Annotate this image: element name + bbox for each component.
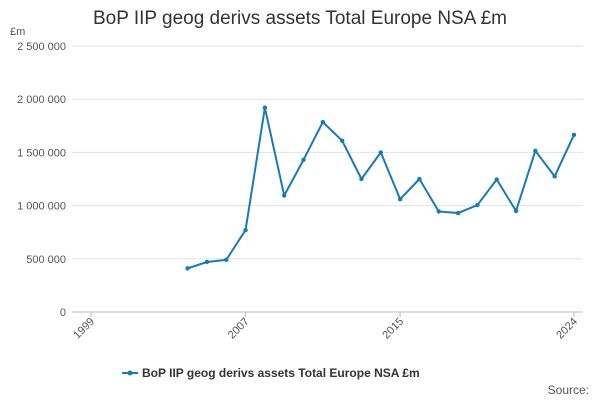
source-label: Source:: [548, 383, 589, 397]
data-point: [397, 197, 403, 202]
x-tick-label: 2007: [226, 316, 252, 342]
data-point: [552, 174, 557, 179]
data-point: [436, 209, 441, 214]
data-point: [359, 176, 364, 182]
y-tick-label: 2 500 000: [17, 41, 66, 53]
y-tick-label: 1 500 000: [17, 147, 66, 159]
x-tick-label: 2015: [380, 316, 406, 342]
data-point: [455, 210, 461, 216]
data-point: [378, 150, 383, 155]
data-point: [262, 105, 268, 110]
data-point: [533, 148, 538, 154]
series-group: [185, 105, 577, 271]
data-point: [475, 202, 480, 208]
data-point: [282, 193, 287, 198]
data-point: [243, 227, 248, 233]
legend-point-marker: [127, 370, 133, 376]
data-point: [185, 266, 190, 271]
data-point: [513, 208, 519, 214]
y-axis-unit-label: £m: [10, 26, 25, 38]
data-point: [571, 132, 577, 138]
y-tick-label: 500 000: [26, 254, 66, 266]
series-line: [187, 106, 575, 270]
legend-label: BoP IIP geog derivs assets Total Europe …: [142, 366, 420, 380]
y-tick-label: 0: [60, 307, 66, 319]
y-axis-ticks: 0 500 000 1 000 000 1 500 000 2 000 000 2 500…: [17, 41, 66, 319]
x-tick-label: 2024: [554, 316, 580, 342]
data-point: [301, 157, 306, 163]
x-axis-ticks: 1999 2007 2015 2024: [71, 312, 580, 341]
y-tick-label: 2 000 000: [17, 94, 66, 106]
legend: BoP IIP geog derivs assets Total Europe …: [122, 366, 420, 380]
data-point: [320, 119, 326, 125]
data-point: [417, 176, 422, 182]
grid-lines: [72, 45, 583, 313]
data-point: [204, 259, 210, 265]
data-point: [494, 177, 499, 182]
y-tick-label: 1 000 000: [17, 201, 66, 213]
data-point: [339, 138, 345, 143]
chart-title: BoP IIP geog derivs assets Total Europe …: [92, 8, 508, 29]
data-point: [224, 257, 229, 263]
x-tick-label: 1999: [71, 316, 97, 342]
